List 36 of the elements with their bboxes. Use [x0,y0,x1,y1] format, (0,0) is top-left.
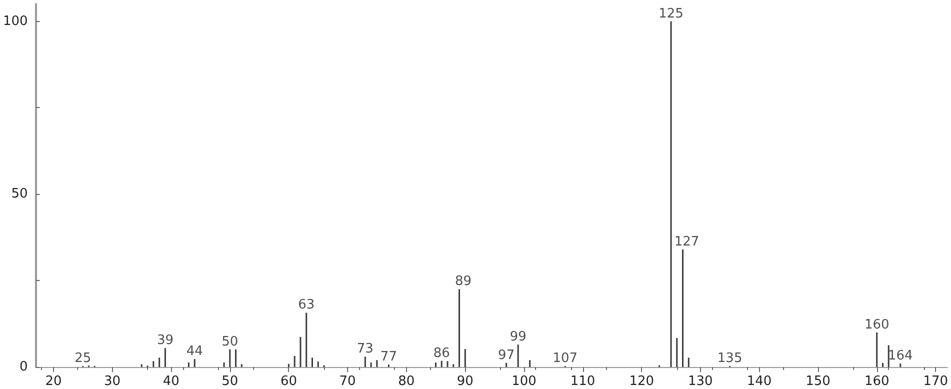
annotation: 127 [674,234,700,250]
x-tick-label: 60 [280,374,297,389]
x-tick-label: 130 [688,374,713,389]
annotation: 99 [510,330,526,345]
annotation: 89 [455,274,472,290]
annotation: 135 [717,350,742,366]
x-tick-label: 150 [806,374,830,389]
x-tick-label: 90 [456,374,474,389]
x-tick-label: 140 [746,374,772,389]
annotation: 44 [186,344,203,360]
x-tick-label: 160 [864,374,890,389]
x-tick-label: 110 [570,374,596,389]
y-tick-label: 100 [2,14,28,29]
annotation: 50 [222,334,238,350]
x-tick-label: 30 [104,374,121,389]
annotation: 73 [356,342,374,357]
annotation: 97 [498,348,515,363]
annotation: 39 [156,332,174,348]
annotation: 160 [864,317,890,332]
annotation: 25 [74,350,92,366]
annotation: 107 [552,350,578,366]
y-tick-label: 50 [11,186,28,202]
annotation: 63 [298,298,315,313]
x-tick-label: 100 [512,374,536,389]
x-tick-label: 40 [162,374,180,389]
x-tick-label: 120 [629,374,654,389]
x-tick-label: 70 [339,374,356,389]
x-tick-label: 50 [222,374,238,389]
annotation: 77 [380,350,397,365]
annotation: 125 [658,6,684,22]
y-tick-label: 0 [20,360,28,374]
x-tick-label: 170 [923,374,948,389]
x-tick-label: 80 [398,374,415,389]
annotation: 86 [433,346,450,361]
x-tick-label: 20 [45,374,62,389]
annotation: 164 [888,348,913,364]
